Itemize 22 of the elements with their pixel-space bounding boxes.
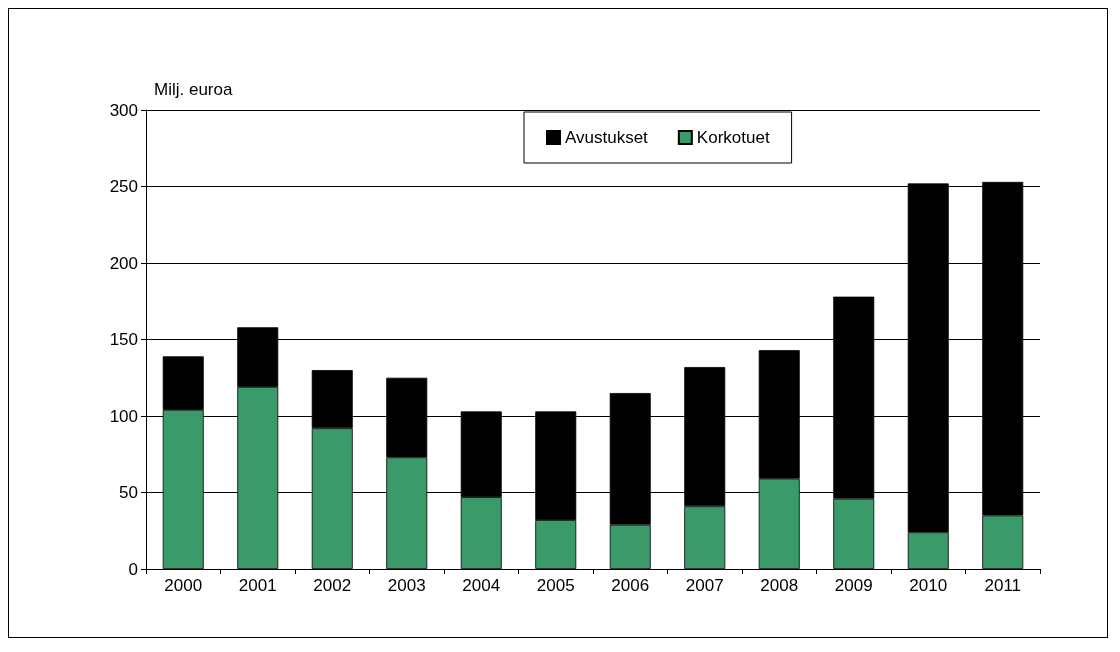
x-tick-label: 2007 xyxy=(685,576,724,595)
y-tick-label: 300 xyxy=(109,100,138,120)
y-tick-label: 250 xyxy=(109,177,138,196)
y-tick-label: 50 xyxy=(119,483,138,502)
x-tick-label: 2011 xyxy=(984,576,1022,595)
x-tick-label: 2000 xyxy=(164,576,203,595)
x-tick-label: 2004 xyxy=(462,576,501,595)
x-tick-label: 2005 xyxy=(536,576,575,595)
x-tick-label: 2008 xyxy=(760,576,799,595)
legend-label: Avustukset xyxy=(565,128,649,147)
x-tick-label: 2006 xyxy=(611,576,650,595)
x-tick-label: 2010 xyxy=(909,576,948,595)
x-tick-label: 2003 xyxy=(387,576,426,595)
x-tick-label: 2002 xyxy=(313,576,352,595)
y-axis-title: Milj. euroa xyxy=(154,80,233,99)
y-tick-label: 150 xyxy=(109,330,138,349)
x-tick-label: 2001 xyxy=(238,576,277,595)
y-tick-label: 100 xyxy=(109,406,138,426)
legend-label: Korkotuet xyxy=(696,128,770,147)
x-tick-label: 2009 xyxy=(834,576,873,595)
y-tick-label: 0 xyxy=(128,559,138,579)
y-tick-label: 200 xyxy=(109,253,138,273)
